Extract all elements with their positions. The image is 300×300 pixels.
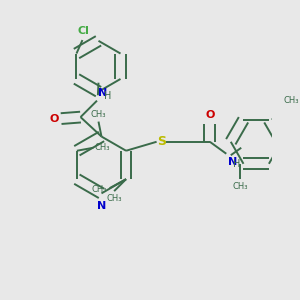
Text: CH₃: CH₃	[106, 194, 122, 203]
Text: CH₃: CH₃	[91, 185, 106, 194]
Text: H: H	[103, 91, 111, 101]
Text: Cl: Cl	[77, 26, 89, 37]
Text: O: O	[49, 114, 59, 124]
Text: CH₃: CH₃	[91, 110, 106, 118]
Text: S: S	[158, 135, 166, 148]
Text: CH₃: CH₃	[95, 143, 110, 152]
Text: N: N	[228, 157, 237, 167]
Text: N: N	[97, 201, 106, 211]
Text: CH₃: CH₃	[283, 96, 299, 105]
Text: CH₃: CH₃	[233, 182, 248, 191]
Text: N: N	[98, 88, 108, 98]
Text: H: H	[233, 159, 240, 169]
Text: O: O	[205, 110, 214, 120]
